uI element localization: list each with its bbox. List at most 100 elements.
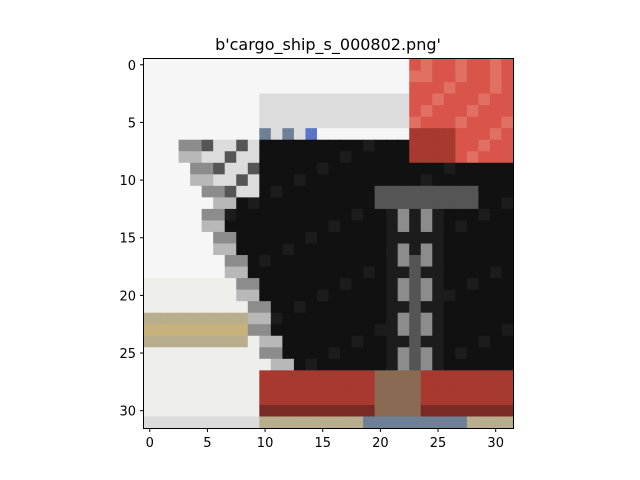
image-pixel bbox=[282, 335, 295, 348]
image-pixel bbox=[270, 278, 283, 291]
image-pixel bbox=[478, 105, 491, 118]
image-pixel bbox=[455, 174, 468, 187]
y-tick-label: 15 bbox=[119, 232, 136, 247]
image-pixel bbox=[374, 404, 387, 418]
image-pixel bbox=[155, 116, 168, 129]
image-pixel bbox=[167, 174, 180, 187]
image-pixel bbox=[213, 243, 226, 256]
image-pixel bbox=[340, 335, 353, 348]
image-pixel bbox=[213, 197, 226, 210]
image-pixel bbox=[443, 301, 456, 314]
image-pixel bbox=[420, 116, 433, 129]
image-pixel bbox=[259, 220, 272, 233]
image-pixel bbox=[293, 185, 307, 198]
image-pixel bbox=[409, 289, 422, 302]
image-pixel bbox=[374, 185, 387, 198]
image-pixel bbox=[374, 301, 387, 314]
image-pixel bbox=[293, 289, 307, 302]
image-pixel bbox=[466, 82, 480, 95]
image-pixel bbox=[328, 197, 341, 210]
image-pixel bbox=[236, 289, 249, 302]
image-pixel bbox=[236, 312, 249, 325]
image-pixel bbox=[213, 231, 226, 245]
image-pixel bbox=[374, 174, 387, 187]
image-pixel bbox=[178, 301, 191, 314]
image-pixel bbox=[201, 370, 214, 383]
image-pixel bbox=[489, 82, 503, 95]
image-pixel bbox=[247, 162, 260, 175]
image-pixel bbox=[167, 105, 180, 118]
image-pixel bbox=[455, 208, 468, 222]
image-pixel bbox=[282, 82, 295, 95]
image-pixel bbox=[224, 416, 237, 429]
image-pixel bbox=[466, 231, 480, 245]
image-pixel bbox=[167, 393, 180, 406]
image-pixel bbox=[155, 312, 168, 325]
image-pixel bbox=[466, 358, 480, 371]
image-pixel bbox=[236, 358, 249, 371]
image-pixel bbox=[213, 289, 226, 302]
image-pixel bbox=[409, 162, 422, 175]
image-pixel bbox=[489, 266, 503, 279]
image-pixel bbox=[201, 82, 214, 95]
image-pixel bbox=[178, 335, 191, 348]
image-pixel bbox=[247, 289, 260, 302]
pixel-image bbox=[144, 59, 514, 429]
image-pixel bbox=[213, 162, 226, 175]
image-pixel bbox=[213, 105, 226, 118]
image-pixel bbox=[178, 139, 191, 152]
image-pixel bbox=[340, 231, 353, 245]
image-pixel bbox=[167, 70, 180, 83]
image-pixel bbox=[455, 151, 468, 164]
image-pixel bbox=[305, 404, 318, 418]
image-pixel bbox=[501, 358, 514, 371]
image-pixel bbox=[316, 278, 330, 291]
image-pixel bbox=[409, 278, 422, 291]
image-pixel bbox=[293, 416, 307, 429]
image-pixel bbox=[420, 59, 433, 72]
image-pixel bbox=[328, 139, 341, 152]
image-pixel bbox=[409, 231, 422, 245]
image-pixel bbox=[363, 174, 376, 187]
image-pixel bbox=[316, 324, 330, 337]
image-pixel bbox=[236, 416, 249, 429]
image-pixel bbox=[282, 162, 295, 175]
image-pixel bbox=[340, 312, 353, 325]
image-pixel bbox=[386, 381, 399, 395]
image-pixel bbox=[167, 335, 180, 348]
image-pixel bbox=[397, 59, 410, 72]
image-pixel bbox=[455, 116, 468, 129]
image-pixel bbox=[489, 185, 503, 198]
image-pixel bbox=[466, 393, 480, 406]
image-pixel bbox=[190, 82, 203, 95]
image-pixel bbox=[178, 393, 191, 406]
image-pixel bbox=[224, 335, 237, 348]
image-pixel bbox=[478, 82, 491, 95]
image-pixel bbox=[247, 151, 260, 164]
image-pixel bbox=[282, 347, 295, 360]
image-pixel bbox=[420, 289, 433, 302]
image-pixel bbox=[270, 243, 283, 256]
image-pixel bbox=[236, 231, 249, 245]
image-pixel bbox=[363, 278, 376, 291]
image-pixel bbox=[247, 208, 260, 222]
image-pixel bbox=[432, 416, 445, 429]
image-pixel bbox=[167, 358, 180, 371]
image-pixel bbox=[340, 185, 353, 198]
image-pixel bbox=[247, 139, 260, 152]
image-pixel bbox=[374, 70, 387, 83]
image-pixel bbox=[455, 255, 468, 268]
image-pixel bbox=[328, 162, 341, 175]
x-tick-label: 5 bbox=[203, 436, 211, 451]
image-pixel bbox=[420, 358, 433, 371]
image-pixel bbox=[178, 358, 191, 371]
image-pixel bbox=[155, 255, 168, 268]
image-pixel bbox=[305, 324, 318, 337]
x-tick-label: 0 bbox=[146, 436, 154, 451]
image-pixel bbox=[270, 312, 283, 325]
image-pixel bbox=[201, 335, 214, 348]
image-pixel bbox=[144, 93, 157, 106]
image-pixel bbox=[466, 197, 480, 210]
image-pixel bbox=[305, 381, 318, 395]
